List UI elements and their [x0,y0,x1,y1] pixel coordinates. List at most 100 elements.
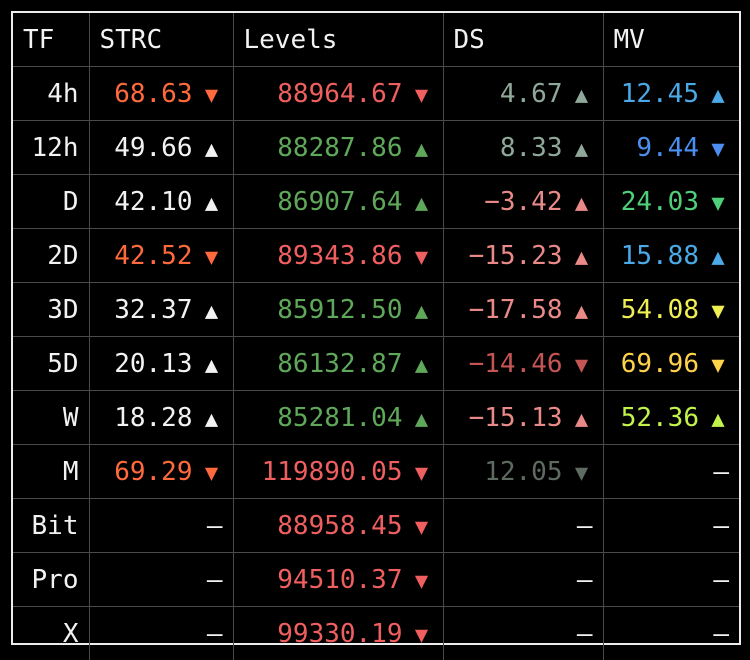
up-arrow-icon: ▲ [201,137,223,162]
levels-value: 119890.05 [262,457,403,487]
strc-cell: – [89,499,233,553]
ds-value: 8.33 [500,133,563,163]
ds-cell: −3.42 ▲ [443,175,603,229]
down-arrow-icon: ▼ [201,245,223,270]
down-arrow-icon: ▼ [571,461,593,486]
up-arrow-icon: ▲ [201,191,223,216]
levels-cell: 88287.86▲ [233,121,443,175]
strc-value: – [207,511,223,541]
strc-value: 68.63 [114,79,192,109]
ds-cell: – [443,607,603,660]
levels-cell: 88964.67 ▼ [233,67,443,121]
ds-value: −15.13 [469,403,563,433]
up-arrow-icon: ▲ [411,353,433,378]
ds-value: −14.46 [469,349,563,379]
ds-value: −17.58 [469,295,563,325]
levels-cell: 86907.64 ▲ [233,175,443,229]
ds-cell: −15.23▲ [443,229,603,283]
timeframe-cell: W [13,391,89,445]
strc-value: 42.10 [114,187,192,217]
mv-cell: 54.08▼ [603,283,739,337]
ds-value: – [577,511,593,541]
up-arrow-icon: ▲ [707,83,729,108]
up-arrow-icon: ▲ [411,191,433,216]
ds-cell: −15.13 ▲ [443,391,603,445]
up-arrow-icon: ▲ [571,245,593,270]
mv-cell: 9.44▼ [603,121,739,175]
mv-value: – [713,565,729,595]
down-arrow-icon: ▼ [411,569,433,594]
levels-cell: 88958.45▼ [233,499,443,553]
up-arrow-icon: ▲ [201,353,223,378]
ds-cell: 8.33 ▲ [443,121,603,175]
levels-cell: 85912.50▲ [233,283,443,337]
strc-cell: 18.28▲ [89,391,233,445]
mv-value: 69.96 [621,349,699,379]
levels-value: 88958.45 [277,511,402,541]
mv-cell: 15.88▲ [603,229,739,283]
strc-value: – [207,619,223,649]
strc-cell: 42.10 ▲ [89,175,233,229]
levels-value: 94510.37 [277,565,402,595]
down-arrow-icon: ▼ [707,353,729,378]
strc-value: 20.13 [114,349,192,379]
up-arrow-icon: ▲ [571,83,593,108]
up-arrow-icon: ▲ [411,137,433,162]
down-arrow-icon: ▼ [201,461,223,486]
up-arrow-icon: ▲ [571,137,593,162]
down-arrow-icon: ▼ [411,461,433,486]
timeframe-cell: 5D [13,337,89,391]
strc-cell: 49.66 ▲ [89,121,233,175]
strc-cell: – [89,607,233,660]
strc-value: – [207,565,223,595]
ds-cell: – [443,553,603,607]
ds-value: −3.42 [484,187,562,217]
mv-cell: 69.96 ▼ [603,337,739,391]
levels-cell: 119890.05 ▼ [233,445,443,499]
strc-value: 18.28 [114,403,192,433]
strc-value: 49.66 [114,133,192,163]
mv-value: – [713,619,729,649]
mv-cell: 52.36▲ [603,391,739,445]
mv-cell: – [603,445,739,499]
mv-value: 54.08 [621,295,699,325]
mv-cell: – [603,499,739,553]
strc-cell: 42.52 ▼ [89,229,233,283]
timeframe-cell: 3D [13,283,89,337]
levels-value: 86132.87 [277,349,402,379]
column-header-strc: STRC [89,13,233,67]
levels-value: 99330.19 [277,619,402,649]
strc-cell: 69.29 ▼ [89,445,233,499]
up-arrow-icon: ▲ [707,407,729,432]
mv-cell: – [603,607,739,660]
levels-cell: 99330.19 ▼ [233,607,443,660]
ds-value: 4.67 [500,79,563,109]
levels-value: 88964.67 [277,79,402,109]
strc-value: 42.52 [114,241,192,271]
strc-value: 69.29 [114,457,192,487]
down-arrow-icon: ▼ [411,623,433,648]
levels-value: 85912.50 [277,295,402,325]
timeframe-cell: Pro [13,553,89,607]
levels-value: 86907.64 [277,187,402,217]
down-arrow-icon: ▼ [411,83,433,108]
ds-value: – [577,565,593,595]
up-arrow-icon: ▲ [571,407,593,432]
mv-cell: 12.45 ▲ [603,67,739,121]
strc-cell: 32.37▲ [89,283,233,337]
up-arrow-icon: ▲ [571,191,593,216]
column-header-mv: MV [603,13,739,67]
mv-value: 12.45 [621,79,699,109]
timeframe-cell: Bit [13,499,89,553]
timeframe-cell: X [13,607,89,660]
down-arrow-icon: ▼ [707,191,729,216]
table-row: X–99330.19▼–– [13,607,739,660]
levels-value: 85281.04 [277,403,402,433]
strc-cell: 20.13 ▲ [89,337,233,391]
mv-value: – [713,457,729,487]
